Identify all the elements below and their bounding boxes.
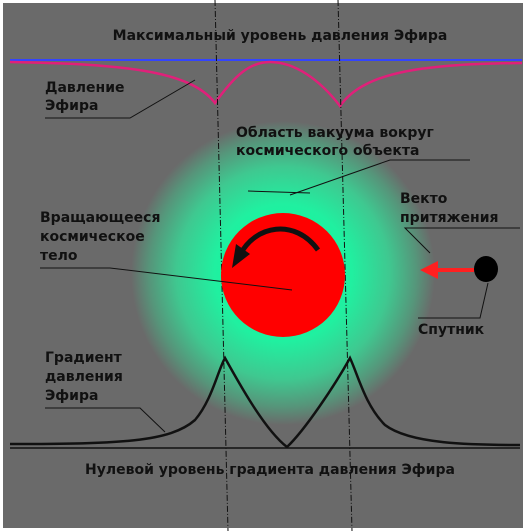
satellite — [474, 256, 498, 282]
vacuum-label: Область вакуума вокруг — [236, 125, 434, 141]
gradient-label: Эфира — [45, 388, 98, 404]
vector-label: Векто — [400, 191, 448, 207]
leaders — [40, 79, 520, 433]
body-label: Вращающееся — [40, 210, 160, 226]
pressure-label: Эфира — [45, 98, 98, 114]
bottom-label: Нулевой уровень градиента давления Эфира — [85, 462, 455, 478]
dash-line — [214, 0, 229, 531]
dash-line — [337, 0, 353, 531]
pressure-curve — [9, 60, 523, 109]
pressure-label: Давление — [45, 80, 125, 96]
gradient-label: давления — [45, 369, 123, 385]
rotation-arrow — [237, 226, 321, 257]
rotation-arrowhead — [232, 244, 250, 268]
gravity-arrowhead — [420, 261, 438, 279]
vector-label: притяжения — [400, 210, 499, 226]
body-label: тело — [40, 248, 78, 264]
body-label: космическое — [40, 229, 145, 245]
vacuum-label: космического объекта — [236, 143, 419, 159]
satellite-label: Спутник — [418, 322, 485, 338]
gradient-curve — [9, 355, 521, 449]
gradient-label: Градиент — [45, 350, 123, 366]
top-label: Максимальный уровень давления Эфира — [113, 28, 448, 44]
